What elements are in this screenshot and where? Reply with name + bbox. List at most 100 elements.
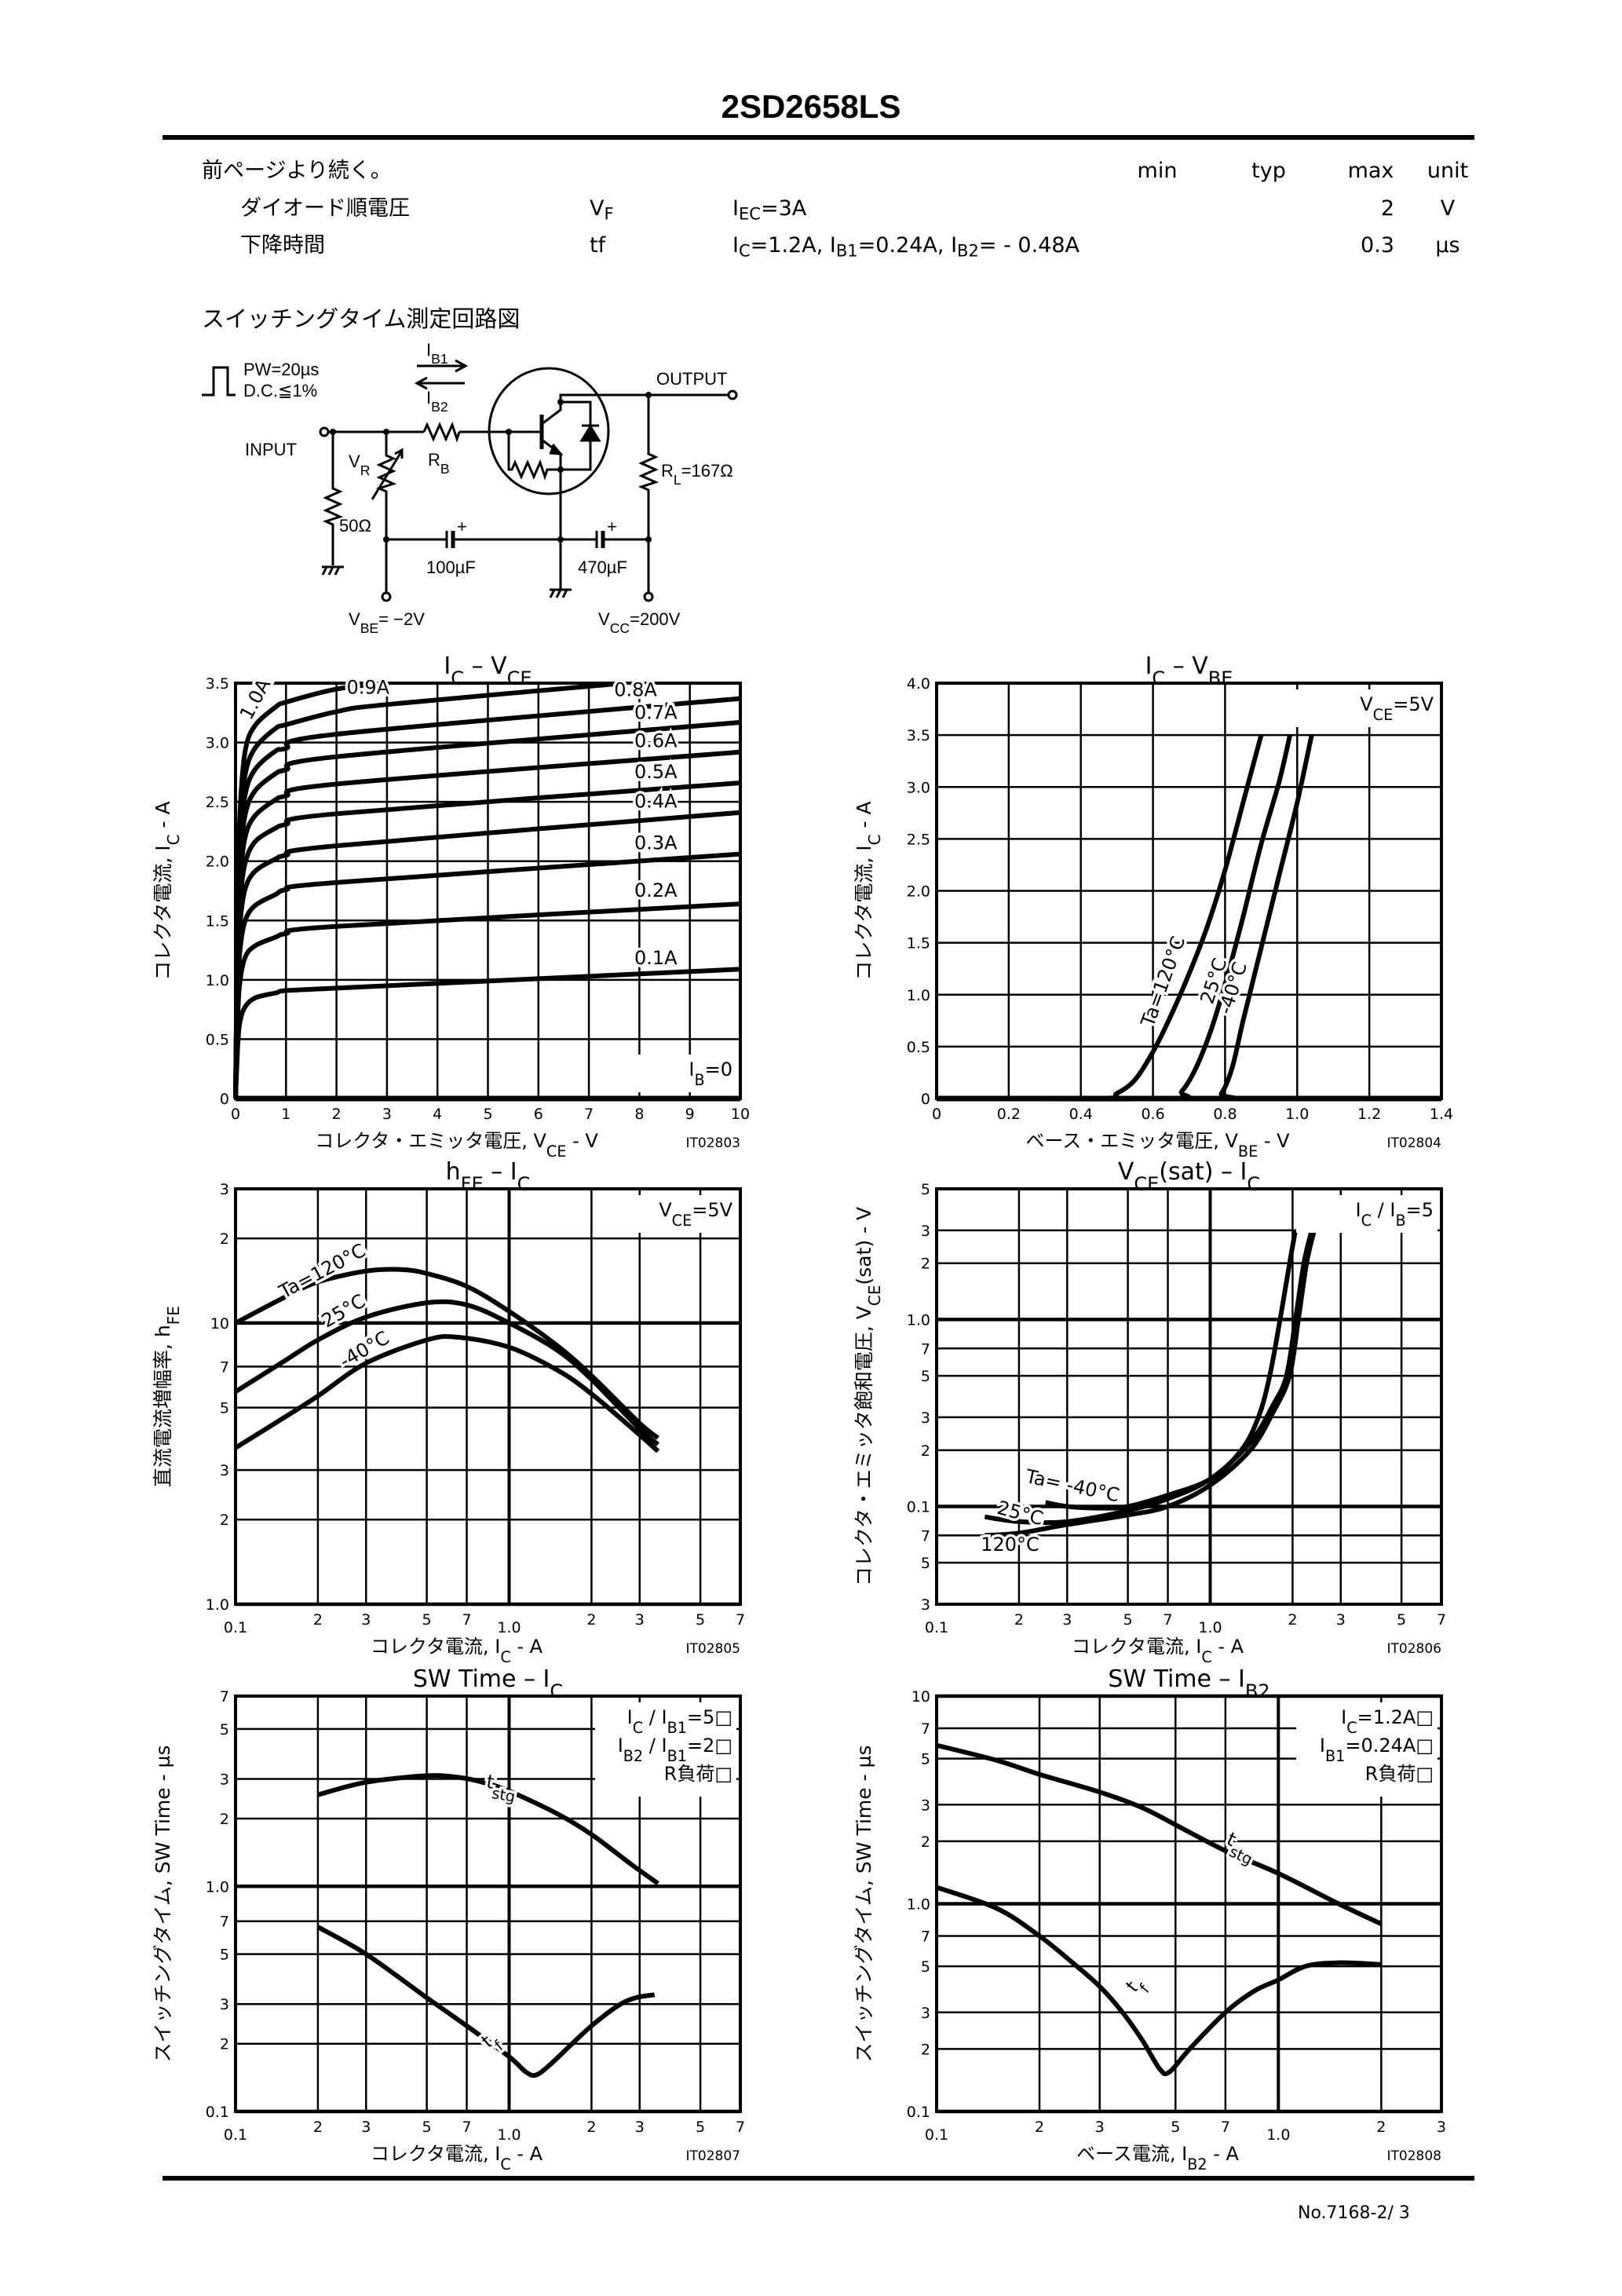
chart-condition-note: IB=0	[689, 1058, 732, 1089]
chart-condition-note: VCE=5V	[659, 1199, 732, 1230]
series-label: 0.1A	[634, 947, 678, 969]
x-tick-label: 2	[1014, 1611, 1024, 1629]
figure-code: IT02803	[686, 1135, 740, 1151]
series-curve	[317, 1773, 659, 1886]
curve-label: 0.2A	[631, 877, 680, 905]
x-tick-label: 4	[433, 1106, 442, 1123]
vr-label: VR	[349, 452, 370, 478]
y-tick-label: 2	[921, 2041, 930, 2058]
curve-label: Ta= -40°C	[1021, 1462, 1124, 1509]
chart-IT02806: 0.1 2 3 5 7 1.0 2 3 5 7 3 5 7 0.1 2 3 5 7 1.0 2 3 5 Ta= -40°C2…	[853, 1158, 1446, 1666]
y-tick-label: 2	[220, 1230, 229, 1248]
switching-time-test-circuit: PW=20µs D.C.≦1% IB1 IB2 INPUT OUTPUT VR …	[202, 340, 738, 636]
x-tick-label: 5	[696, 2119, 705, 2136]
curve-label: 0.5A	[631, 758, 680, 785]
diode-icon	[579, 424, 601, 442]
x-tick-label: 1.2	[1357, 1106, 1381, 1123]
param-condition: IC=1.2A, IB1=0.24A, IB2= - 0.48A	[732, 233, 1080, 261]
collector-lead	[541, 393, 729, 426]
x-tick-label: 3	[361, 2119, 371, 2136]
plot-frame	[234, 682, 742, 1100]
header-rule	[163, 135, 1474, 140]
x-tick-label: 2	[1376, 2119, 1386, 2136]
curve-label: 120°C	[978, 1530, 1043, 1558]
vcc-label: VCC=200V	[598, 609, 681, 636]
param-symbol: VF	[590, 196, 614, 224]
chart-condition-note: IC / IB=5	[1356, 1199, 1434, 1230]
ground-icon	[549, 588, 572, 598]
series-label: 0.5A	[634, 761, 678, 783]
series-curve	[234, 1267, 659, 1440]
y-tick-label: 7	[220, 1358, 229, 1376]
series-label: 0.3A	[634, 832, 678, 854]
rb-label: RB	[428, 450, 450, 477]
x-tick-label: 3	[1095, 2119, 1105, 2136]
vr-arrow-icon	[371, 448, 404, 500]
series-label: 0.6A	[634, 730, 678, 752]
x-tick-label: 10	[731, 1106, 750, 1123]
y-axis-label: コレクタ電流, IC - A	[152, 801, 183, 980]
input-label: INPUT	[245, 440, 297, 459]
x-tick-label: 3	[635, 2119, 645, 2136]
curve-label: tf	[1119, 1974, 1156, 1999]
y-tick-label: 2	[220, 1811, 229, 1828]
x-tick-label: 1.0	[1198, 1619, 1222, 1636]
ib1-arrow-icon	[417, 359, 469, 373]
y-tick-label: 1.0	[907, 1896, 930, 1914]
series-label: 0.4A	[634, 791, 678, 813]
x-tick-label: 0.8	[1213, 1106, 1237, 1123]
plot-frame	[234, 1187, 742, 1606]
curve-label: 0.6A	[631, 727, 680, 755]
chart-condition-note: IB1=0.24A□	[1320, 1735, 1434, 1765]
c1-label: 100µF	[426, 558, 476, 577]
ib2-arrow-icon	[414, 376, 465, 390]
output-label: OUTPUT	[656, 369, 727, 389]
x-tick-label: 5	[483, 1106, 492, 1123]
series-curve	[316, 1925, 656, 2078]
y-axis-label: スイッチングタイム, SW Time - µs	[152, 1746, 174, 2063]
chart-condition-note: R負荷□	[664, 1763, 732, 1785]
input-terminal	[319, 426, 330, 437]
figure-code: IT02805	[686, 1641, 740, 1657]
chart-title: IC – VBE	[1145, 653, 1233, 689]
col-typ: typ	[1251, 159, 1286, 183]
x-tick-label: 5	[1123, 1611, 1133, 1629]
x-tick-label: 5	[696, 1611, 705, 1629]
y-tick-label: 5	[220, 1400, 229, 1417]
x-axis-label: コレクタ・エミッタ電圧, VCE - V	[315, 1130, 598, 1161]
x-tick-label: 2	[313, 2119, 323, 2136]
series-label: 0.8A	[614, 679, 657, 701]
x-tick-label: 7	[1437, 1611, 1446, 1629]
y-tick-label: 2	[921, 1442, 930, 1460]
vbe-label: VBE= −2V	[349, 609, 425, 636]
x-tick-label: 3	[1437, 2119, 1446, 2136]
x-tick-label: 0.1	[224, 2126, 247, 2144]
x-tick-label: 5	[1397, 1611, 1406, 1629]
series-curve	[233, 967, 741, 1099]
figure-code: IT02808	[1387, 2148, 1441, 2164]
vbe-terminal	[381, 591, 392, 602]
y-tick-label: 2	[220, 1512, 229, 1529]
chart-condition-note: VCE=5V	[1360, 693, 1434, 724]
y-tick-label: 1.0	[206, 1596, 229, 1614]
x-tick-label: 0.1	[925, 1619, 948, 1636]
base-emitter-resistor	[507, 432, 561, 481]
y-tick-label: 2.0	[907, 883, 930, 901]
ib1-label: IB1	[426, 340, 448, 367]
y-tick-label: 2	[921, 1834, 930, 1851]
y-tick-label: 3	[220, 1771, 229, 1789]
series-curve	[233, 901, 741, 1099]
x-tick-label: 2	[332, 1106, 342, 1123]
series-curve	[234, 1333, 660, 1453]
figure-code: IT02804	[1387, 1135, 1441, 1151]
x-tick-label: 7	[1221, 2119, 1230, 2136]
y-tick-label: 2.0	[206, 854, 229, 871]
y-tick-label: 4.0	[907, 675, 930, 693]
param-condition: IEC=3A	[732, 196, 807, 224]
circuit-title: スイッチングタイム測定回路図	[202, 305, 521, 332]
chart-condition-note: IC / IB1=5□	[627, 1706, 732, 1737]
series-curve	[936, 734, 1264, 1102]
rb-resistor	[422, 421, 461, 443]
y-tick-label: 10	[911, 1688, 930, 1706]
